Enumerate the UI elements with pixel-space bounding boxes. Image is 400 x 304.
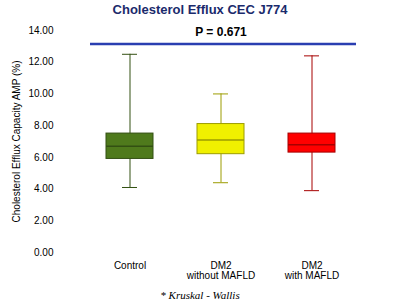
- svg-text:Cholesterol Efflux Capacity AM: Cholesterol Efflux Capacity AMP (%): [11, 61, 22, 223]
- svg-text:4.00: 4.00: [34, 183, 54, 194]
- svg-text:DM2without MAFLD: DM2without MAFLD: [186, 260, 255, 281]
- svg-text:10.00: 10.00: [28, 88, 53, 99]
- svg-text:DM2with MAFLD: DM2with MAFLD: [284, 260, 339, 281]
- svg-text:Control: Control: [114, 260, 146, 271]
- html-text:Cholesterol Efflux CEC J774: Cholesterol Efflux CEC J774: [112, 2, 288, 17]
- svg-text:P = 0.671: P = 0.671: [195, 25, 247, 39]
- svg-text:2.00: 2.00: [34, 215, 54, 226]
- svg-text:0.00: 0.00: [34, 247, 54, 258]
- html-text:* Kruskal - Wallis: * Kruskal - Wallis: [160, 289, 240, 301]
- svg-text:6.00: 6.00: [34, 152, 54, 163]
- svg-text:12.00: 12.00: [28, 56, 53, 67]
- svg-text:8.00: 8.00: [34, 120, 54, 131]
- svg-text:14.00: 14.00: [28, 25, 53, 36]
